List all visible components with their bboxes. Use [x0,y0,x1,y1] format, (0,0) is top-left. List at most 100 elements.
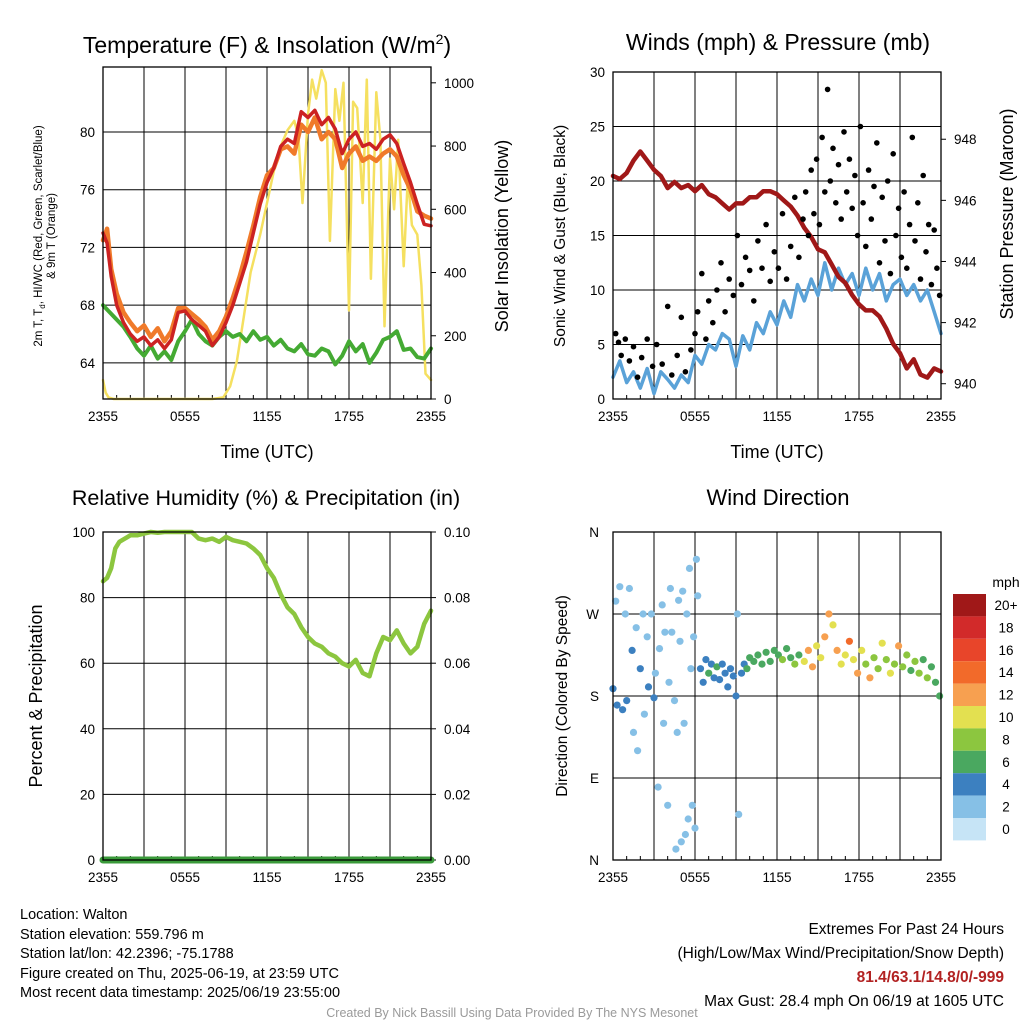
pressure-y-tick-label: 944 [954,254,977,269]
plot-border [102,531,432,861]
direction-point [681,830,690,839]
direction-point [694,592,702,600]
direction-point [647,610,655,618]
direction-point [713,663,721,671]
rh-y-tick-label: 60 [80,656,95,671]
gust-point [746,267,753,274]
gust-point [906,221,913,228]
direction-point [672,845,680,853]
temp-y-tick-label: 76 [80,183,95,198]
temperature-ylabel-left: 2m T, Td, HI/WC (Red, Green, Scarlet/Blu… [33,125,58,346]
direction-y-tick-label: W [586,607,599,622]
gust-point [678,314,685,321]
direction-point [613,701,621,709]
direction-point [690,633,698,641]
wind-y-tick-label: 5 [597,338,605,353]
colorbar-title: mph [992,574,1019,590]
figure-created: Figure created on Thu, 2025-06-19, at 23… [20,965,339,982]
gust-point [734,232,741,239]
direction-point [623,697,631,705]
gust-point [909,134,916,141]
wind-y-tick-label: 0 [597,392,605,407]
gust-point [852,172,858,179]
recent-data-timestamp: Most recent data timestamp: 2025/06/19 2… [20,985,341,1001]
dewpoint-line [101,303,433,367]
gust-point [710,319,716,326]
colorbar-label: 16 [998,643,1013,658]
direction-point [658,601,666,609]
direction-point [664,801,672,809]
direction-point [754,651,762,659]
x-tick-label: 2355 [926,409,956,424]
x-tick-label: 2355 [926,870,956,885]
temp-y-tick-label: 64 [80,356,96,371]
rh-y-tick-label: 40 [80,722,95,737]
direction-point [895,642,903,650]
gust-point [887,270,894,277]
temperature-ylabel-right: Solar Insolation (Yellow) [492,140,512,332]
direction-point [629,728,638,737]
gust-point [808,167,814,173]
pressure-y-tick-label: 946 [954,193,977,208]
direction-point [886,669,895,677]
direction-point [911,657,919,666]
direction-point [778,656,787,664]
precip-y-tick-label: 0.00 [444,853,470,868]
gust-point [699,270,705,277]
gust-point [692,330,698,337]
gust-point [915,200,921,206]
gust-point [796,254,802,261]
gust-point [649,363,656,370]
gust-point [622,336,629,342]
direction-point [923,674,931,682]
direction-point [668,628,676,636]
direction-point [687,665,695,673]
direction-y-tick-label: E [590,771,599,786]
x-tick-label: 2355 [88,870,118,885]
pressure-y-tick-label: 940 [954,377,977,392]
x-tick-label: 2355 [88,409,118,424]
precip-y-tick-label: 0.08 [444,591,470,606]
gust-point [893,232,899,239]
wind-speed-line [611,261,943,396]
rh-y-tick-label: 20 [80,787,95,802]
colorbar-swatch [953,594,986,617]
gust-point [901,189,907,195]
gust-point [904,265,910,272]
gust-point [742,254,749,261]
gust-point [868,216,875,222]
insolation-y-tick-label: 1000 [444,76,474,91]
gust-point [830,145,836,152]
colorbar-swatch [953,638,986,662]
direction-point [673,728,681,737]
x-tick-label: 1755 [844,870,874,885]
pressure-line [610,149,944,380]
gust-point [865,167,872,173]
direction-point [724,683,732,691]
direction-point [654,783,662,791]
x-tick-label: 1155 [762,870,791,885]
colorbar-swatch [953,683,986,706]
gust-point [779,210,786,217]
precip-y-tick-label: 0.06 [444,656,470,671]
direction-point [644,683,653,691]
colorbar-swatch [953,661,986,684]
direction-point [735,810,743,819]
gust-point [694,309,701,315]
t9m-line [100,115,434,344]
temp-y-tick-label: 80 [80,125,95,140]
direction-point [710,674,718,682]
colorbar-label: 10 [998,710,1013,725]
gust-point [714,287,720,293]
direction-point [650,694,658,702]
rh-y-tick-label: 0 [87,853,95,868]
gust-point [860,200,866,206]
direction-point [705,669,713,677]
direction-point [612,597,620,605]
direction-point [927,663,936,671]
x-tick-label: 0555 [170,409,200,424]
direction-point [804,646,813,655]
gust-point [923,249,929,255]
direction-panel-title: Wind Direction [706,485,849,510]
direction-point [874,665,882,673]
